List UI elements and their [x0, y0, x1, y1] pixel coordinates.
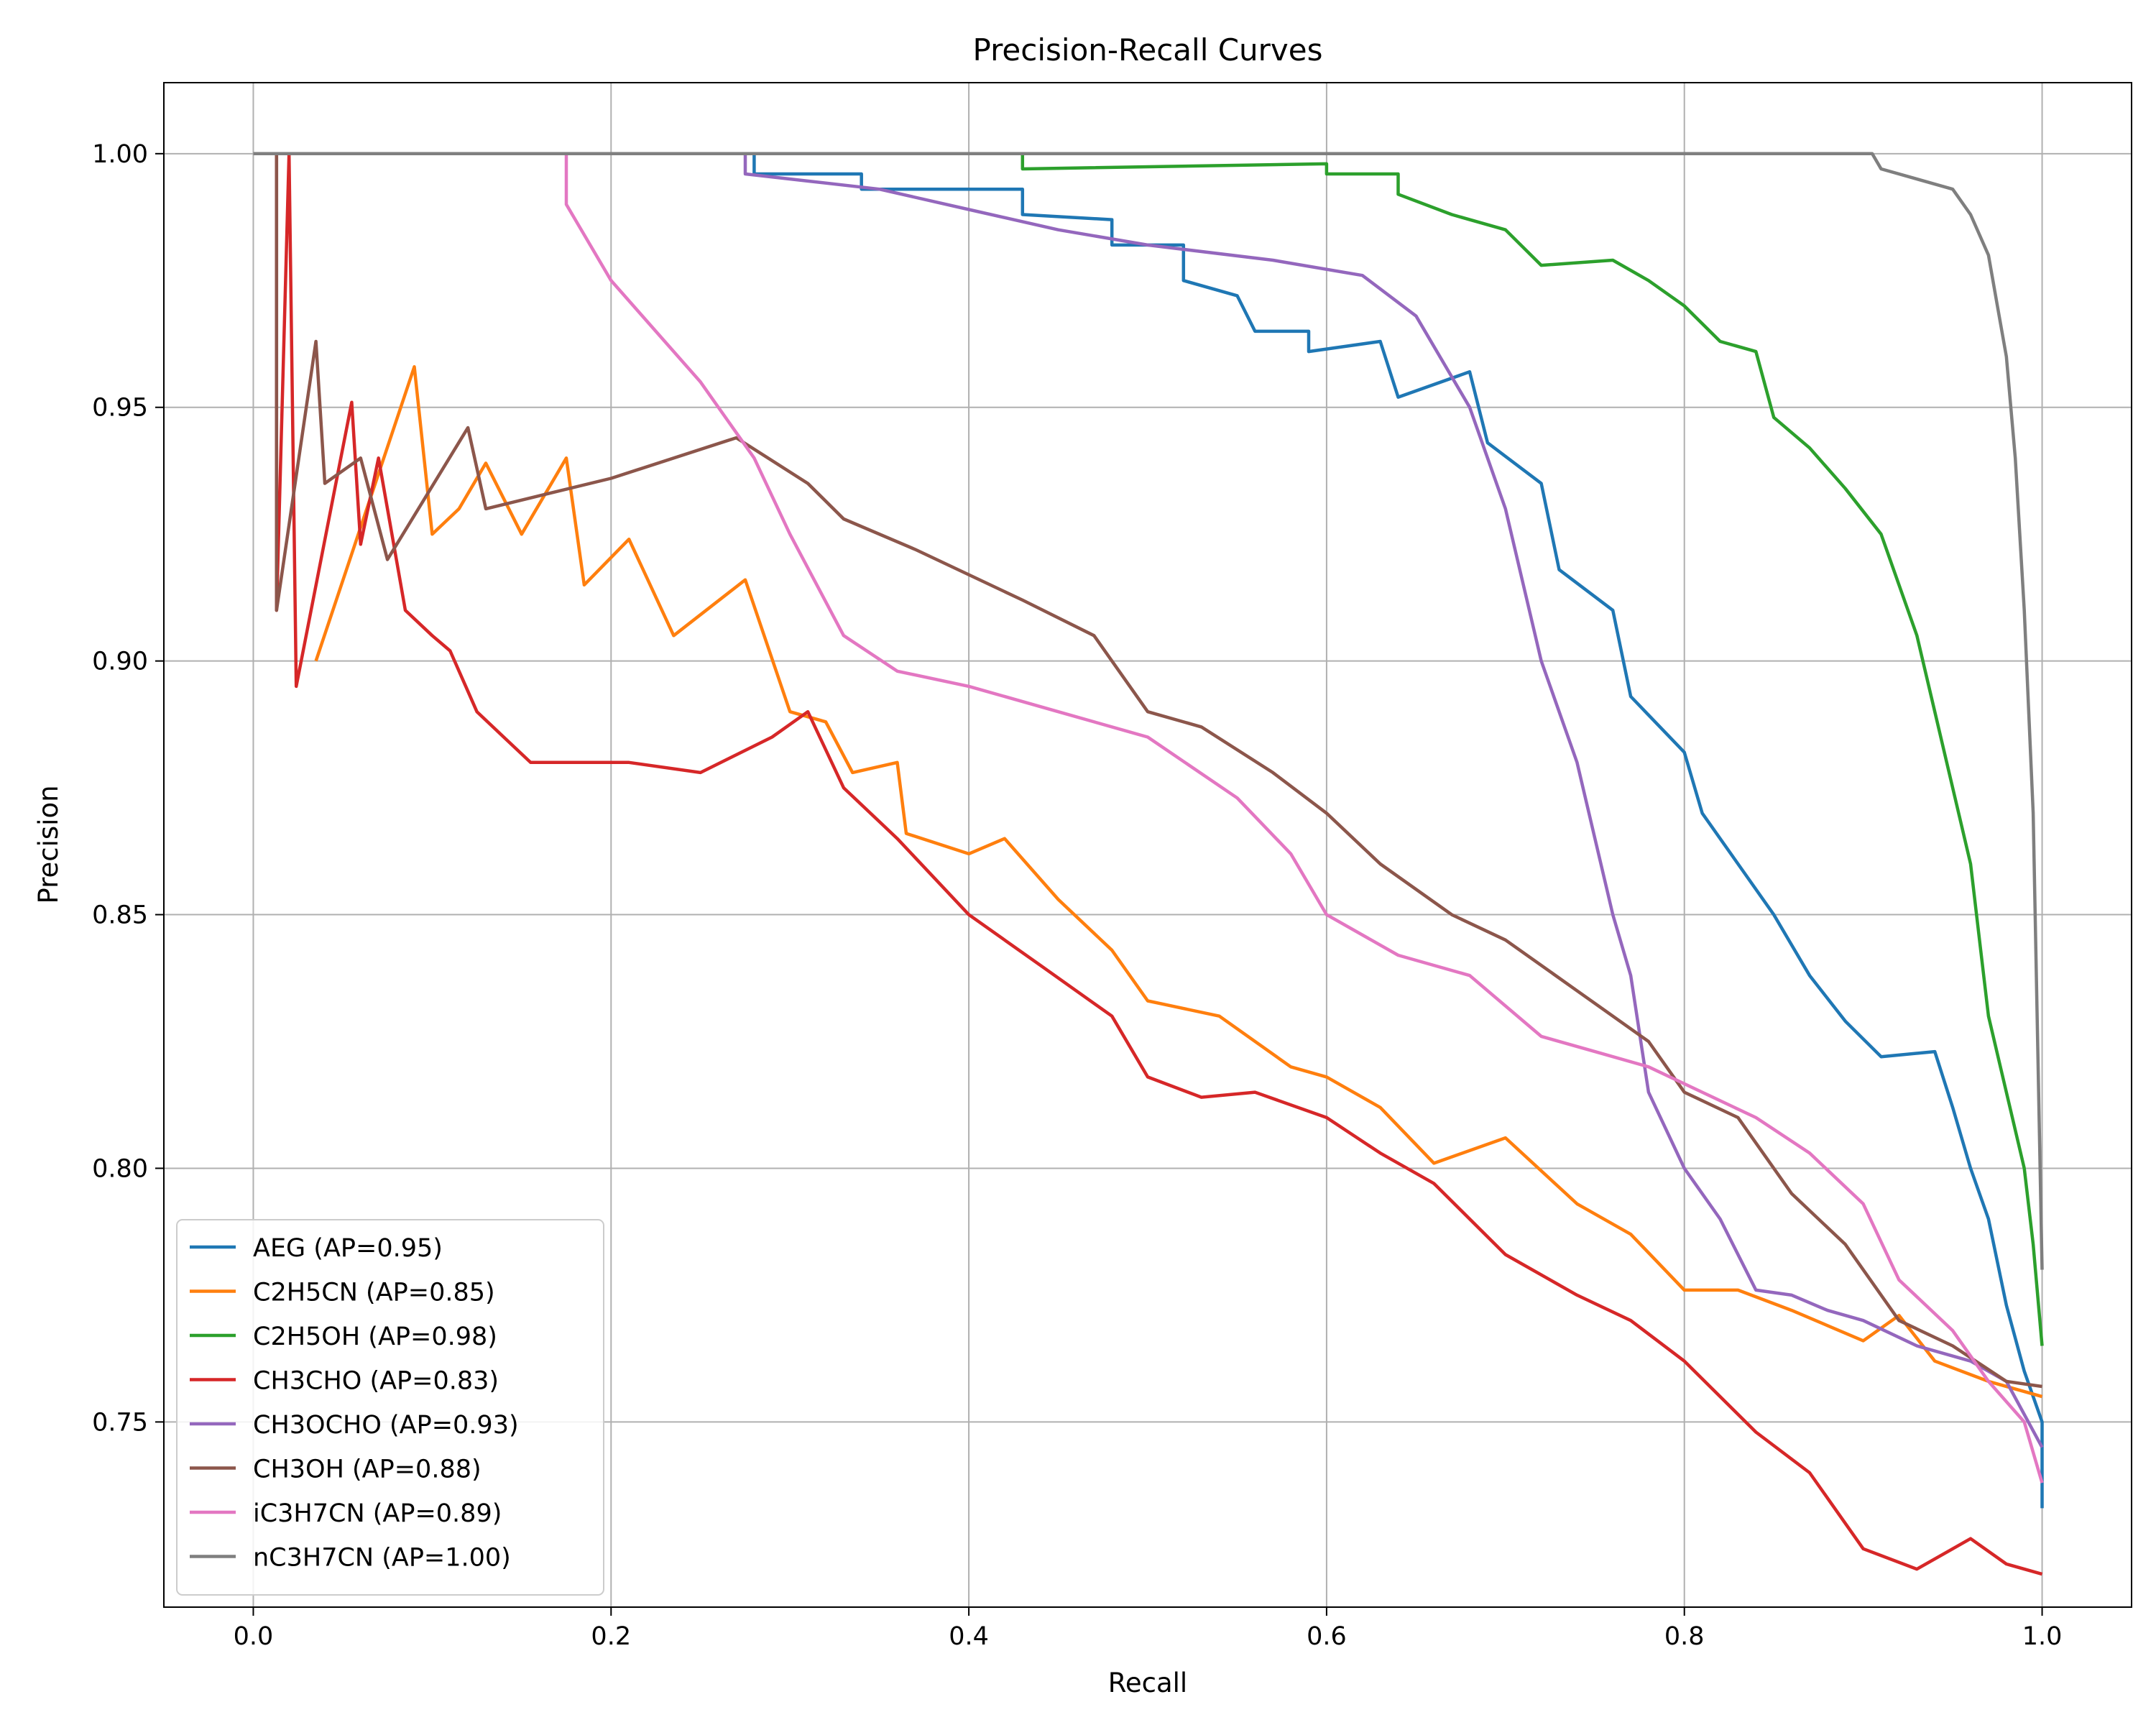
x-tick-label: 0.0 — [234, 1622, 274, 1651]
series-line-5 — [275, 153, 2042, 1389]
plot-frame — [163, 82, 2132, 1608]
y-tick-label: 0.85 — [92, 901, 148, 930]
x-axis-label: Recall — [1108, 1668, 1187, 1698]
legend: AEG (AP=0.95) C2H5CN (AP=0.85) C2H5OH (AP=… — [176, 1219, 604, 1596]
legend-label-3: CH3CHO (AP=0.83) — [253, 1367, 499, 1396]
series-line-6 — [564, 153, 2044, 1484]
series-line-2 — [253, 152, 2044, 1346]
legend-label-5: CH3OH (AP=0.88) — [253, 1455, 482, 1484]
x-tick-label: 0.2 — [591, 1622, 631, 1651]
legend-box — [176, 1219, 604, 1596]
series-layer — [253, 152, 2044, 1576]
y-tick-label: 0.90 — [92, 648, 148, 676]
axis-ticks: 0.0 0.2 0.4 0.6 0.8 1.0 0.75 0.80 0.85 0.90 0.95 1.… — [92, 140, 2062, 1651]
series-line-1 — [314, 365, 2043, 1399]
x-tick-label: 0.4 — [949, 1622, 989, 1651]
legend-label-1: C2H5CN (AP=0.85) — [253, 1279, 495, 1307]
x-tick-label: 1.0 — [2022, 1622, 2063, 1651]
grid-lines — [164, 83, 2132, 1607]
y-axis-label: Precision — [33, 785, 64, 903]
chart-title: Precision-Recall Curves — [973, 32, 1323, 68]
x-tick-label: 0.6 — [1307, 1622, 1347, 1651]
y-tick-label: 0.75 — [92, 1408, 148, 1437]
series-line-3 — [275, 152, 2043, 1576]
x-tick-label: 0.8 — [1664, 1622, 1705, 1651]
y-tick-label: 1.00 — [92, 140, 148, 169]
legend-label-4: CH3OCHO (AP=0.93) — [253, 1411, 519, 1440]
legend-label-6: iC3H7CN (AP=0.89) — [253, 1499, 502, 1528]
legend-label-2: C2H5OH (AP=0.98) — [253, 1322, 497, 1351]
series-line-4 — [253, 152, 2044, 1448]
legend-label-0: AEG (AP=0.95) — [253, 1234, 443, 1263]
series-line-7 — [253, 152, 2044, 1270]
series-line-0 — [253, 152, 2044, 1509]
legend-label-7: nC3H7CN (AP=1.00) — [253, 1544, 511, 1573]
y-tick-label: 0.95 — [92, 394, 148, 423]
y-tick-label: 0.80 — [92, 1154, 148, 1183]
